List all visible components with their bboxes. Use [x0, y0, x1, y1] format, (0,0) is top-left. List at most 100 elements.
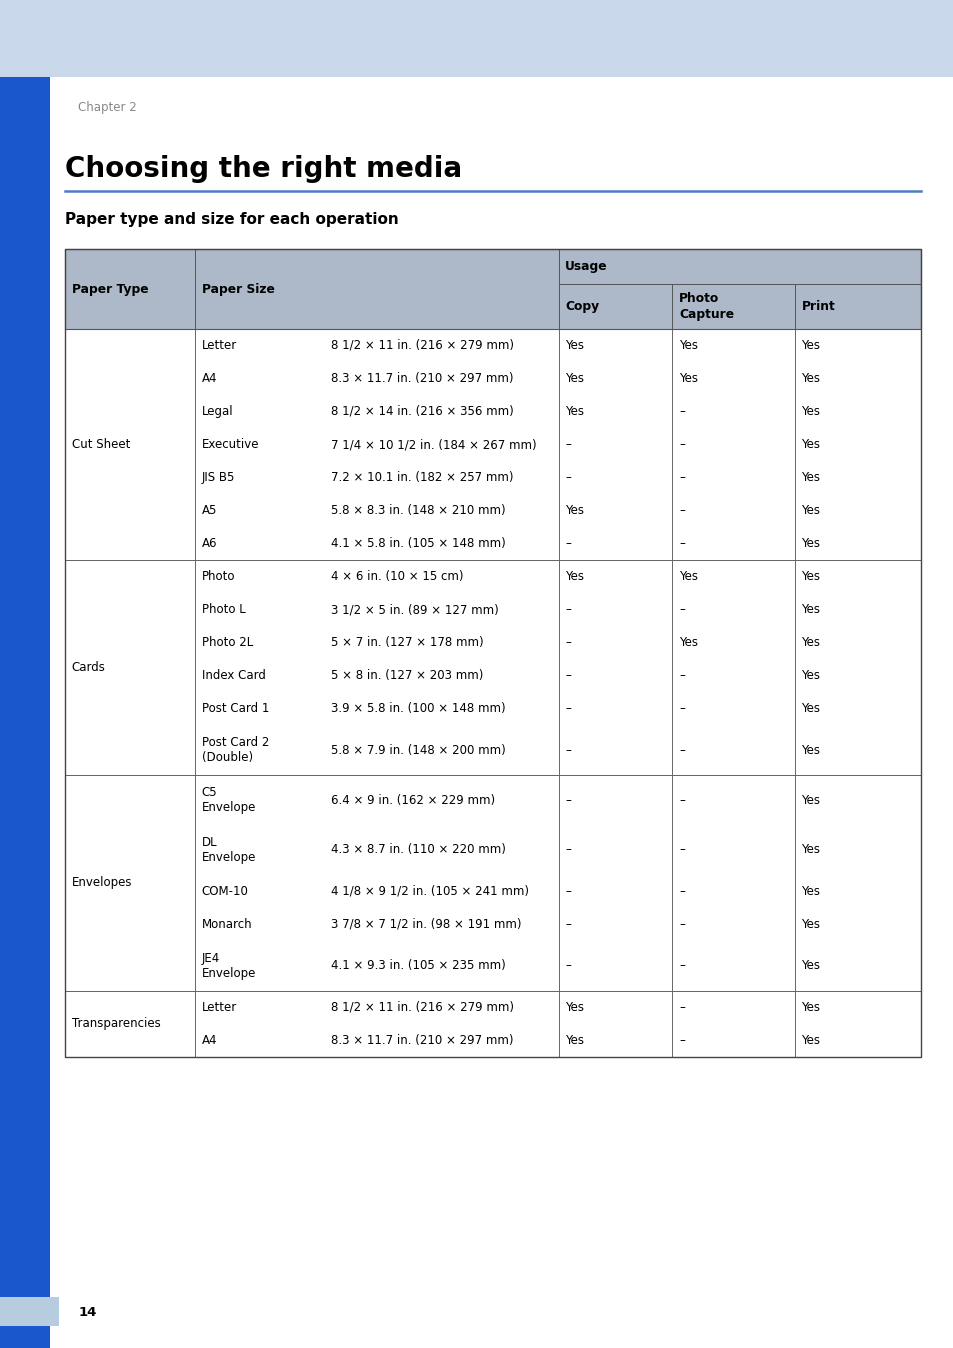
Text: Index Card: Index Card [201, 669, 265, 682]
Text: Yes: Yes [801, 404, 820, 418]
Bar [65, 991, 920, 1057]
Text: –: – [565, 438, 571, 452]
Bar [65, 775, 920, 991]
Text: 4 × 6 in. (10 × 15 cm): 4 × 6 in. (10 × 15 cm) [331, 570, 463, 584]
Text: Cut Sheet: Cut Sheet [71, 438, 130, 452]
Text: Yes: Yes [801, 603, 820, 616]
Bar [0, 1297, 59, 1326]
Text: –: – [679, 504, 684, 518]
Bar [65, 249, 920, 329]
Text: Yes: Yes [801, 636, 820, 650]
Text: A5: A5 [201, 504, 216, 518]
Bar [65, 561, 920, 775]
Text: –: – [565, 794, 571, 806]
Text: –: – [679, 918, 684, 931]
Text: Yes: Yes [801, 372, 820, 386]
Text: Photo 2L: Photo 2L [201, 636, 253, 650]
Text: 4.1 × 9.3 in. (105 × 235 mm): 4.1 × 9.3 in. (105 × 235 mm) [331, 960, 505, 972]
Text: –: – [565, 960, 571, 972]
Bar [65, 775, 920, 991]
Text: Yes: Yes [679, 570, 698, 584]
Text: –: – [679, 1034, 684, 1047]
Text: –: – [679, 603, 684, 616]
Text: Yes: Yes [565, 372, 583, 386]
Text: Chapter 2: Chapter 2 [78, 101, 137, 115]
Text: Copy: Copy [565, 301, 598, 313]
Text: –: – [679, 1000, 684, 1014]
Text: –: – [679, 794, 684, 806]
Text: Post Card 2
(Double): Post Card 2 (Double) [201, 736, 269, 764]
Text: Usage: Usage [565, 260, 607, 274]
Text: 8.3 × 11.7 in. (210 × 297 mm): 8.3 × 11.7 in. (210 × 297 mm) [331, 372, 514, 386]
Text: Yes: Yes [565, 1034, 583, 1047]
Text: Yes: Yes [801, 470, 820, 484]
Text: Cards: Cards [71, 661, 106, 674]
Text: Paper Size: Paper Size [201, 283, 274, 295]
Text: COM-10: COM-10 [201, 884, 248, 898]
Text: 3 1/2 × 5 in. (89 × 127 mm): 3 1/2 × 5 in. (89 × 127 mm) [331, 603, 498, 616]
Text: –: – [679, 404, 684, 418]
Text: Paper Type: Paper Type [71, 283, 148, 295]
Text: Yes: Yes [801, 702, 820, 716]
Text: JIS B5: JIS B5 [201, 470, 234, 484]
Text: 5.8 × 7.9 in. (148 × 200 mm): 5.8 × 7.9 in. (148 × 200 mm) [331, 744, 505, 756]
Bar [0, 0, 953, 77]
Text: Yes: Yes [565, 338, 583, 352]
Text: Yes: Yes [679, 372, 698, 386]
Text: –: – [679, 470, 684, 484]
Text: 4.3 × 8.7 in. (110 × 220 mm): 4.3 × 8.7 in. (110 × 220 mm) [331, 844, 506, 856]
Bar [65, 561, 920, 775]
Text: 4 1/8 × 9 1/2 in. (105 × 241 mm): 4 1/8 × 9 1/2 in. (105 × 241 mm) [331, 884, 529, 898]
Text: Photo
Capture: Photo Capture [679, 293, 734, 321]
Text: –: – [679, 669, 684, 682]
Text: Letter: Letter [201, 338, 236, 352]
Text: –: – [679, 744, 684, 756]
Text: Legal: Legal [201, 404, 233, 418]
Text: Post Card 1: Post Card 1 [201, 702, 269, 716]
Text: Yes: Yes [801, 1034, 820, 1047]
Text: –: – [565, 744, 571, 756]
Text: Transparencies: Transparencies [71, 1018, 160, 1030]
Text: –: – [679, 884, 684, 898]
Text: –: – [565, 669, 571, 682]
Text: Yes: Yes [679, 636, 698, 650]
Text: Yes: Yes [801, 438, 820, 452]
Text: 14: 14 [78, 1306, 96, 1320]
Text: 3 7/8 × 7 1/2 in. (98 × 191 mm): 3 7/8 × 7 1/2 in. (98 × 191 mm) [331, 918, 521, 931]
Text: Yes: Yes [801, 884, 820, 898]
Text: Yes: Yes [565, 570, 583, 584]
Text: –: – [565, 844, 571, 856]
Text: Executive: Executive [201, 438, 259, 452]
Text: –: – [565, 884, 571, 898]
Text: Letter: Letter [201, 1000, 236, 1014]
Text: 8 1/2 × 11 in. (216 × 279 mm): 8 1/2 × 11 in. (216 × 279 mm) [331, 338, 514, 352]
Text: –: – [565, 470, 571, 484]
Text: –: – [679, 438, 684, 452]
Text: –: – [565, 537, 571, 550]
Text: A6: A6 [201, 537, 217, 550]
Text: Envelopes: Envelopes [71, 876, 132, 890]
Text: Yes: Yes [801, 960, 820, 972]
Bar [65, 249, 920, 329]
Text: –: – [679, 537, 684, 550]
Text: 7 1/4 × 10 1/2 in. (184 × 267 mm): 7 1/4 × 10 1/2 in. (184 × 267 mm) [331, 438, 537, 452]
Text: Yes: Yes [801, 1000, 820, 1014]
Text: Paper type and size for each operation: Paper type and size for each operation [65, 212, 398, 226]
Text: A4: A4 [201, 372, 217, 386]
Text: Photo L: Photo L [201, 603, 245, 616]
Text: Yes: Yes [565, 404, 583, 418]
Text: Photo: Photo [201, 570, 234, 584]
Text: Monarch: Monarch [201, 918, 252, 931]
Text: Yes: Yes [801, 570, 820, 584]
Text: –: – [565, 636, 571, 650]
Text: Yes: Yes [565, 1000, 583, 1014]
Bar [0, 77, 50, 1348]
Text: Yes: Yes [801, 844, 820, 856]
Text: –: – [565, 702, 571, 716]
Text: –: – [565, 603, 571, 616]
Text: JE4
Envelope: JE4 Envelope [201, 952, 255, 980]
Text: 8 1/2 × 11 in. (216 × 279 mm): 8 1/2 × 11 in. (216 × 279 mm) [331, 1000, 514, 1014]
Text: Yes: Yes [801, 338, 820, 352]
Text: C5
Envelope: C5 Envelope [201, 786, 255, 814]
Text: Yes: Yes [801, 794, 820, 806]
